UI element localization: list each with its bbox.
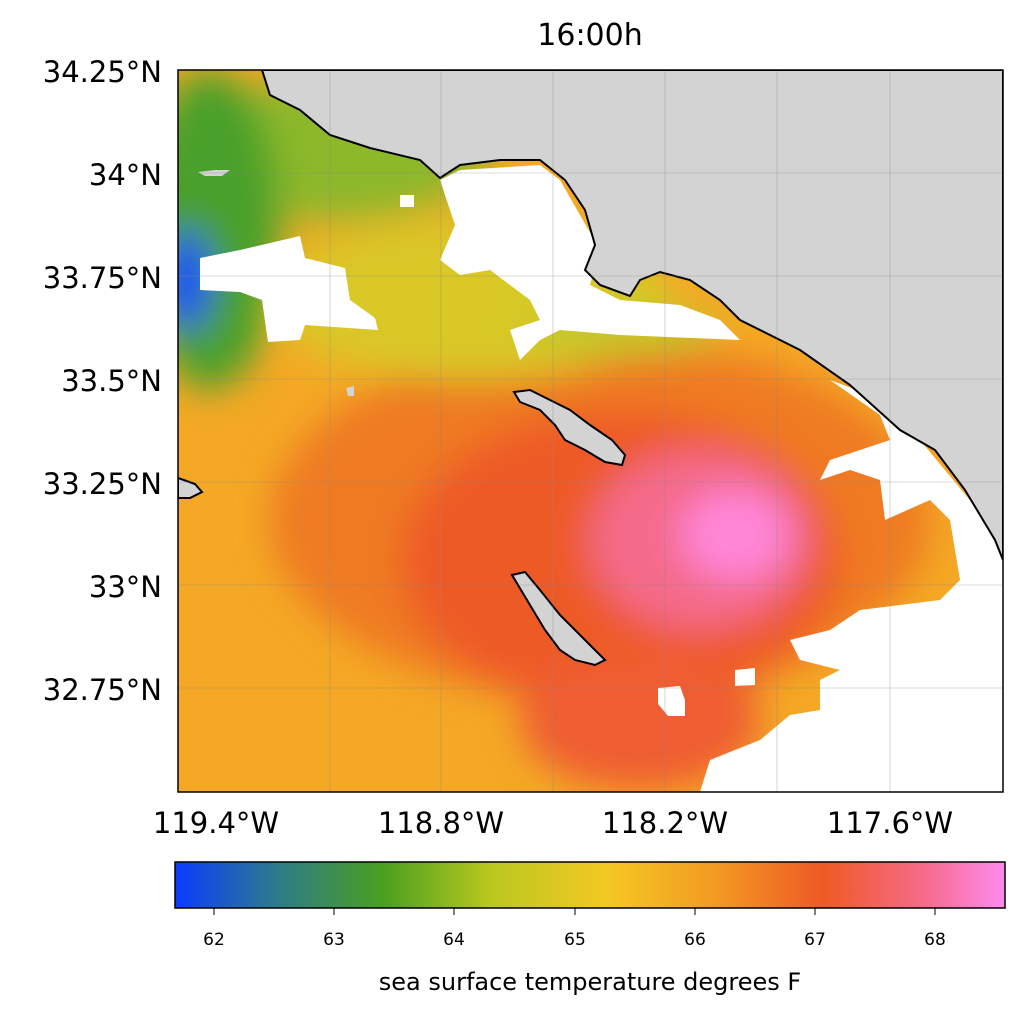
colorbar-tick: 68 xyxy=(924,930,946,950)
lat-label-34-25: 34.25°N xyxy=(42,55,162,89)
sst-field-green-west xyxy=(178,70,280,390)
lat-label-33-5: 33.5°N xyxy=(61,364,162,398)
sst-field-red-south xyxy=(520,650,760,790)
colorbar-tick: 66 xyxy=(684,930,706,950)
colorbar-tick: 62 xyxy=(203,930,225,950)
colorbar-tick: 63 xyxy=(323,930,345,950)
colorbar-tick: 67 xyxy=(804,930,826,950)
lat-label-33: 33°N xyxy=(88,570,162,604)
nodata-patch-small xyxy=(735,668,755,686)
lon-label-119-4: 119.4°W xyxy=(152,806,280,840)
lon-label-117-6: 117.6°W xyxy=(826,806,954,840)
nodata-patch-tiny xyxy=(400,195,414,207)
land-santa-barbara-island xyxy=(346,386,354,396)
land-mainland xyxy=(260,70,1003,561)
colorbar-tick: 65 xyxy=(564,930,586,950)
land-san-nicolas xyxy=(178,476,204,499)
colorbar-label: sea surface temperature degrees F xyxy=(378,968,802,996)
sst-field-blue xyxy=(178,230,208,330)
lon-label-118-8: 118.8°W xyxy=(377,806,505,840)
colorbar-tick: 64 xyxy=(443,930,465,950)
nodata-east xyxy=(700,380,1003,792)
lat-label-33-75: 33.75°N xyxy=(42,261,162,295)
lon-label-118-2: 118.2°W xyxy=(601,806,729,840)
lat-label-34: 34°N xyxy=(88,158,162,192)
colorbar-gradient xyxy=(174,861,1006,909)
lat-label-33-25: 33.25°N xyxy=(42,467,162,501)
map-title: 16:00h xyxy=(537,18,643,53)
land-santa-catalina xyxy=(512,388,627,467)
lat-label-32-75: 32.75°N xyxy=(42,673,162,707)
land-san-clemente xyxy=(510,570,607,667)
nodata-west xyxy=(200,236,378,342)
sst-field-magenta xyxy=(680,490,790,580)
map-border xyxy=(177,69,1004,793)
